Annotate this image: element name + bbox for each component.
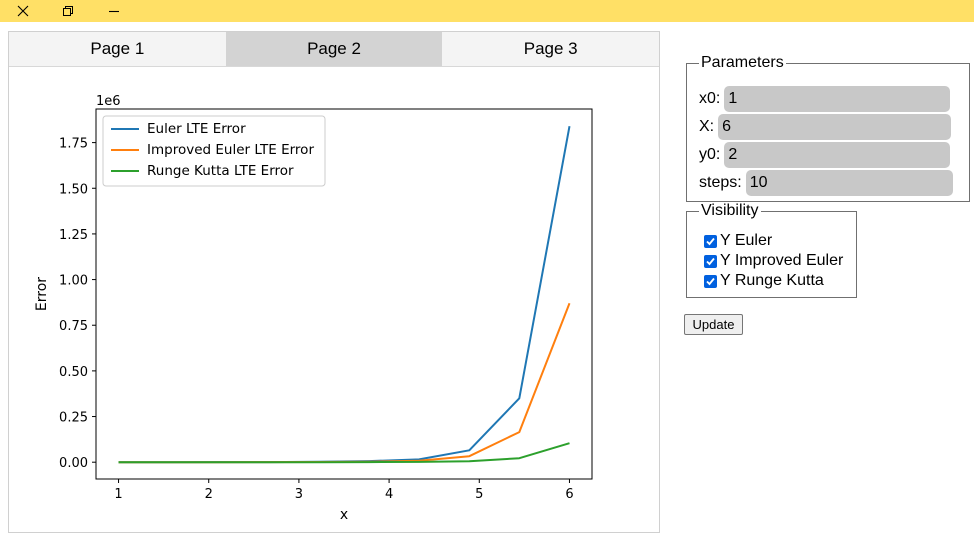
param-row-X: X:	[699, 114, 952, 140]
X-input[interactable]	[718, 114, 952, 140]
runge-kutta-line	[118, 442, 570, 464]
notebook: Page 1 Page 2 Page 3 1e6 1 2 3 4 5 6 0.00 0.25 0…	[8, 31, 660, 533]
checkbox-row-runge-kutta[interactable]: Y Runge Kutta	[704, 272, 824, 290]
checkmark-icon	[706, 277, 715, 285]
update-button[interactable]: Update	[684, 314, 743, 335]
x-tick-label: 4	[385, 487, 393, 502]
tab-bar: Page 1 Page 2 Page 3	[9, 32, 660, 67]
legend-label-runge-kutta: Runge Kutta LTE Error	[147, 163, 294, 179]
runge-kutta-checkbox-label: Y Runge Kutta	[720, 272, 824, 289]
close-button[interactable]	[0, 0, 46, 22]
checkmark-icon	[706, 237, 715, 245]
axes-frame	[95, 108, 593, 480]
x-tick-label: 6	[565, 487, 573, 502]
y-tick-label: 0.00	[59, 456, 88, 471]
y-tick-label: 1.00	[59, 274, 88, 289]
minimize-icon	[109, 10, 119, 13]
tab-page-3[interactable]: Page 3	[442, 32, 660, 66]
tab-page-2[interactable]: Page 2	[225, 32, 443, 66]
x0-label: x0:	[699, 90, 721, 107]
improved-euler-checkbox-label: Y Improved Euler	[720, 252, 844, 269]
y-offset-label: 1e6	[96, 94, 121, 109]
param-row-steps: steps:	[699, 170, 953, 196]
y-tick-label: 1.50	[59, 182, 88, 197]
steps-input[interactable]	[745, 170, 953, 196]
improved-euler-line	[118, 302, 571, 464]
y0-input[interactable]	[724, 142, 951, 168]
X-label: X:	[699, 118, 715, 135]
title-bar	[0, 0, 974, 22]
param-row-x0: x0:	[699, 86, 951, 112]
checkbox-row-euler[interactable]: Y Euler	[704, 232, 772, 250]
legend-label-improved-euler: Improved Euler LTE Error	[147, 142, 314, 158]
legend: Euler LTE Error Improved Euler LTE Error…	[102, 115, 326, 187]
checkmark-icon	[706, 257, 715, 265]
parameters-group: Parameters x0: X: y0: steps:	[686, 54, 970, 202]
plot-area: 1e6 1 2 3 4 5 6 0.00 0.25 0.50 0.75 1.00 1.25 1.50 1.…	[9, 68, 659, 532]
y-tick-label: 1.25	[59, 228, 88, 243]
restore-icon	[63, 6, 73, 16]
y0-label: y0:	[699, 146, 721, 163]
x-tick-label: 3	[295, 487, 303, 502]
visibility-group: Visibility Y Euler Y Improved Euler Y Ru…	[686, 202, 857, 298]
y-tick-label: 0.25	[59, 411, 88, 426]
visibility-legend: Visibility	[701, 202, 759, 219]
minimize-button[interactable]	[91, 0, 137, 22]
runge-kutta-checkbox[interactable]	[704, 274, 717, 288]
x-tick-label: 2	[205, 487, 213, 502]
y-tick-label: 0.50	[59, 365, 88, 380]
euler-checkbox[interactable]	[704, 234, 717, 248]
steps-label: steps:	[699, 174, 742, 191]
close-icon	[17, 5, 29, 17]
x-axis-label: x	[340, 507, 348, 523]
y-tick-label: 0.75	[59, 319, 88, 334]
x0-input[interactable]	[724, 86, 951, 112]
euler-checkbox-label: Y Euler	[720, 232, 773, 249]
y-tick-label: 1.75	[59, 137, 88, 152]
checkbox-row-improved-euler[interactable]: Y Improved Euler	[704, 252, 843, 270]
improved-euler-checkbox[interactable]	[704, 254, 717, 268]
restore-button[interactable]	[45, 0, 91, 22]
tab-page-1[interactable]: Page 1	[9, 32, 226, 66]
legend-box	[102, 115, 326, 187]
y-axis-label: Error	[34, 277, 50, 311]
error-chart: 1e6 1 2 3 4 5 6 0.00 0.25 0.50 0.75 1.00 1.25 1.50 1.…	[34, 94, 593, 523]
parameters-legend: Parameters	[701, 54, 784, 71]
x-tick-label: 5	[475, 487, 483, 502]
x-tick-label: 1	[114, 487, 122, 502]
param-row-y0: y0:	[699, 142, 951, 168]
legend-label-euler: Euler LTE Error	[147, 121, 246, 137]
